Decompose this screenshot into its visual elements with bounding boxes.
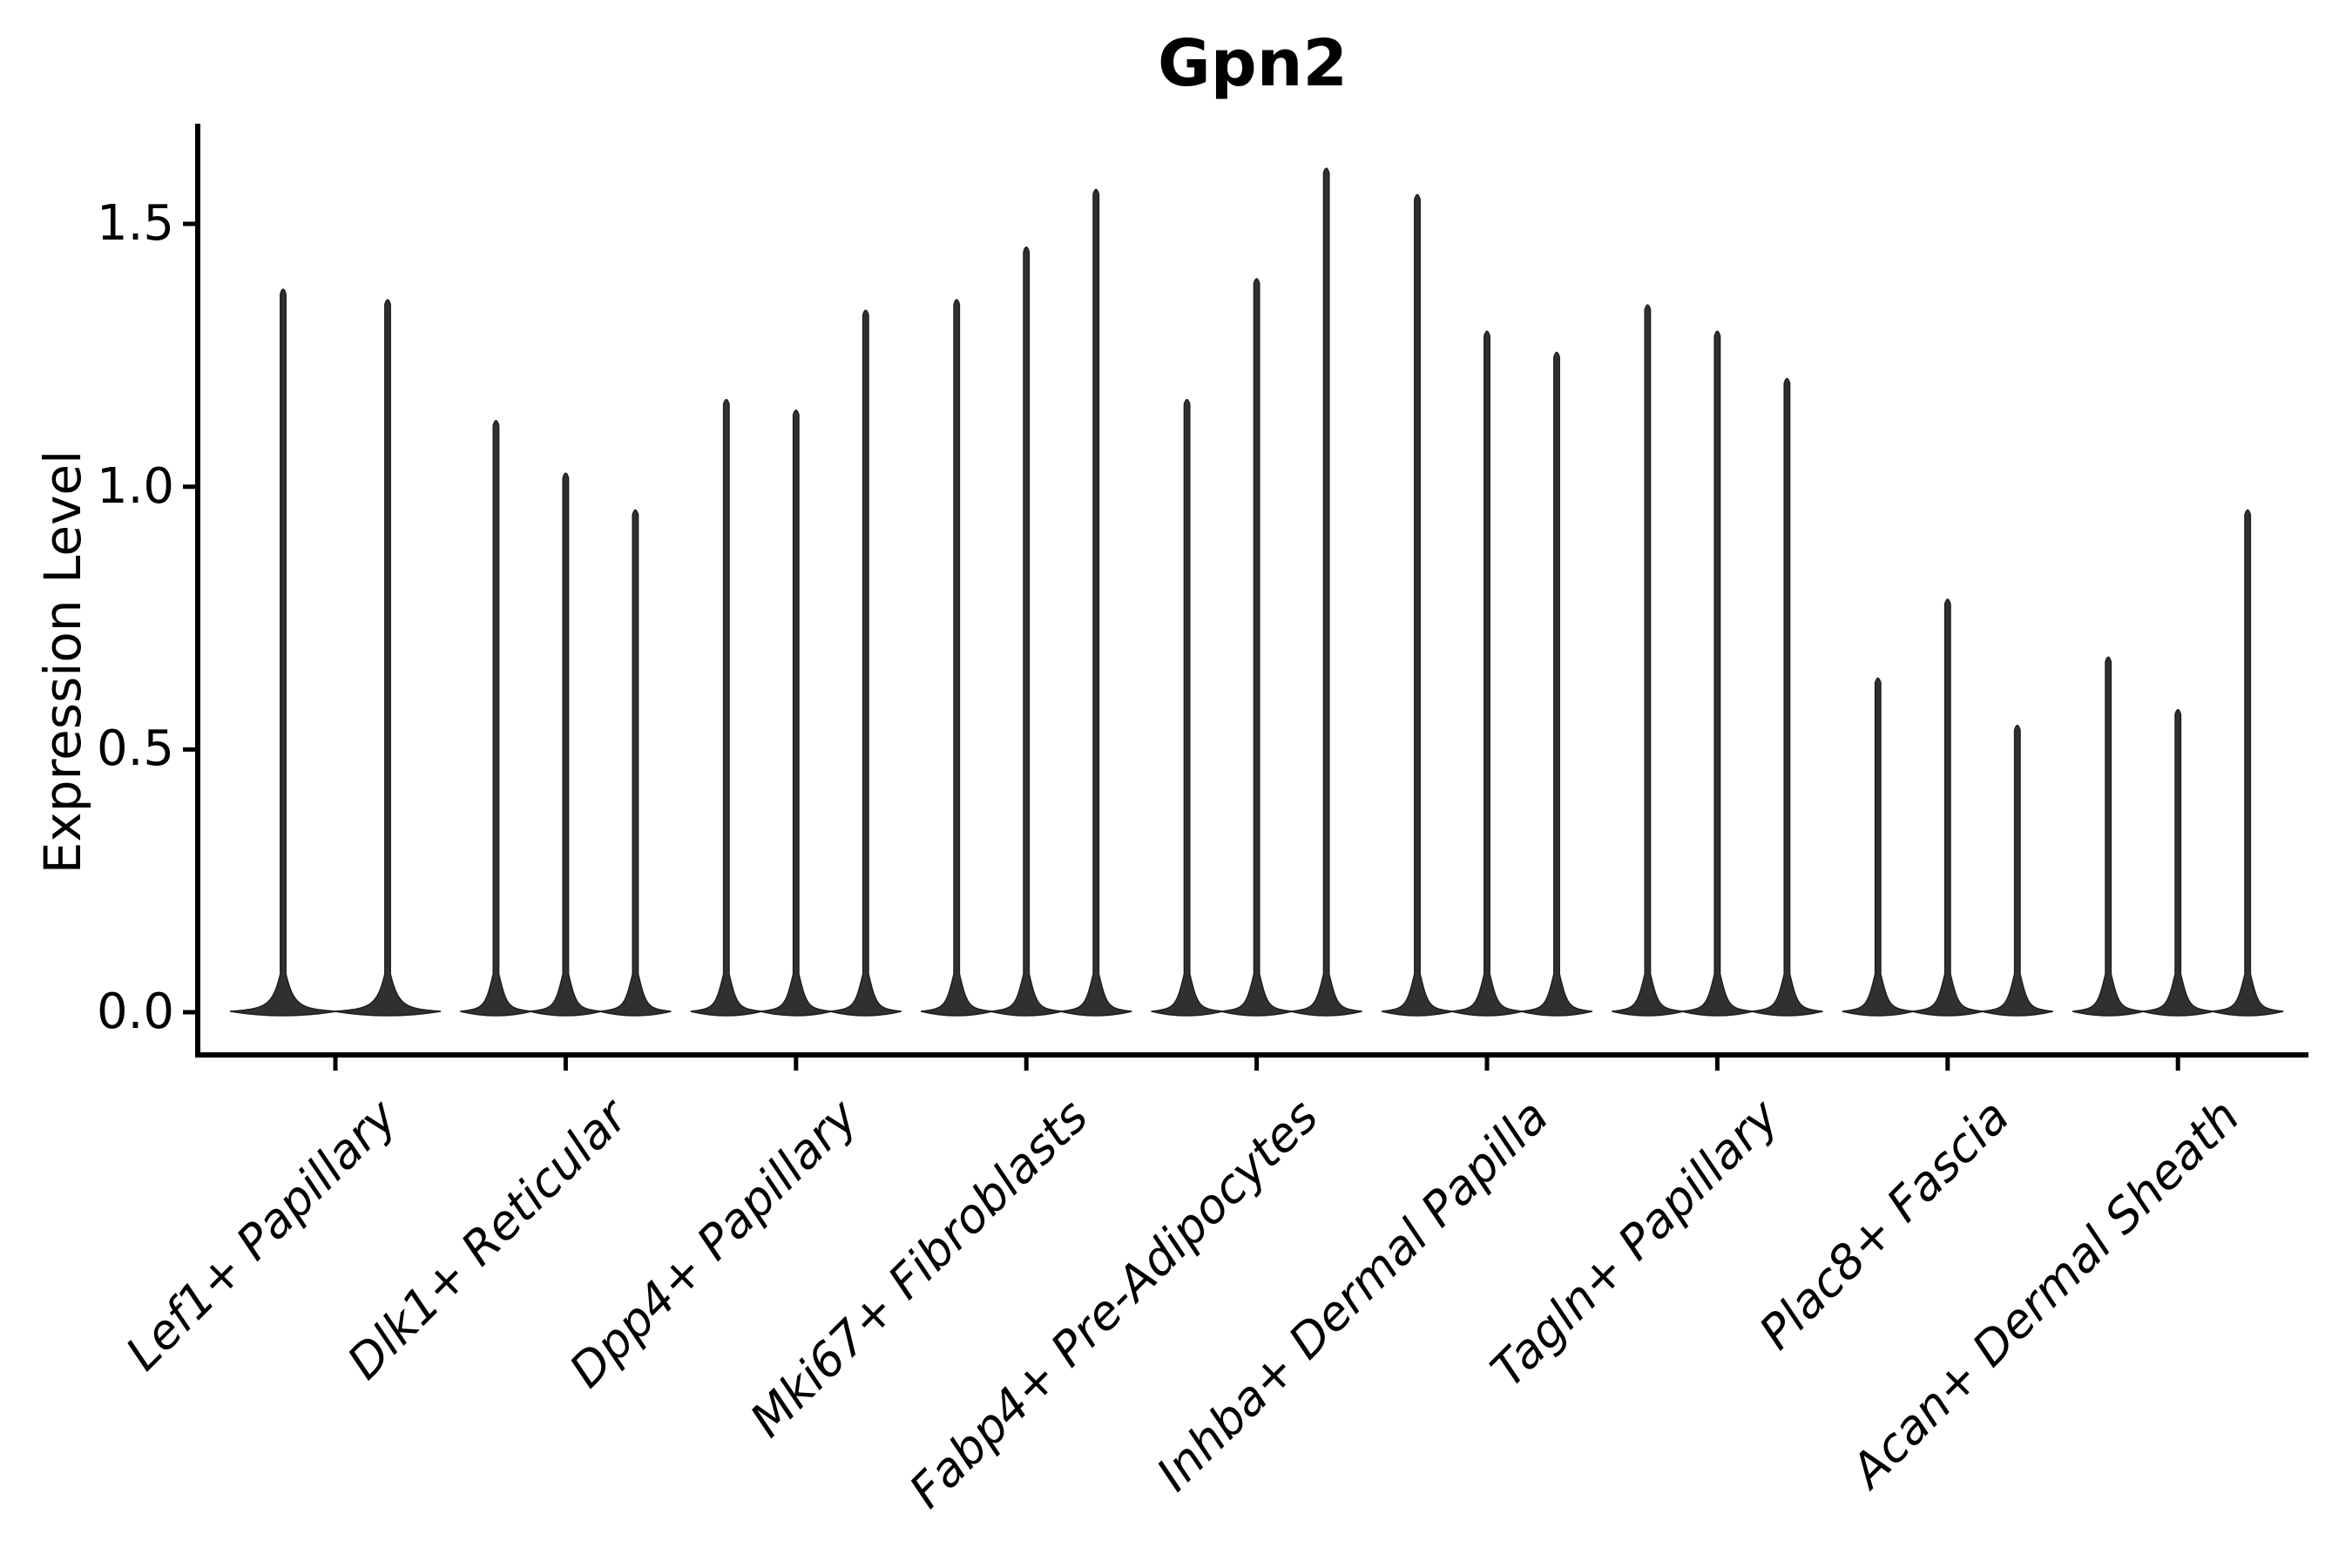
violin bbox=[1450, 330, 1524, 1017]
violin bbox=[1290, 167, 1362, 1017]
violin bbox=[990, 246, 1063, 1017]
violin bbox=[1220, 278, 1293, 1017]
violin bbox=[1151, 398, 1223, 1017]
violin bbox=[690, 398, 762, 1017]
y-tick-label: 1.0 bbox=[96, 457, 174, 515]
chart-title: Gpn2 bbox=[1158, 26, 1348, 101]
violin bbox=[1520, 351, 1593, 1017]
violin bbox=[829, 309, 902, 1017]
y-axis-label: Expression Level bbox=[33, 449, 92, 875]
violin bbox=[334, 299, 442, 1017]
violin bbox=[921, 299, 993, 1017]
violin bbox=[1060, 188, 1132, 1017]
violin bbox=[1911, 598, 1984, 1017]
violin bbox=[1981, 724, 2053, 1017]
y-tick-label: 1.5 bbox=[96, 195, 174, 253]
violin bbox=[1612, 304, 1684, 1017]
violin bbox=[1842, 677, 1914, 1017]
violin bbox=[2142, 708, 2214, 1017]
violin bbox=[2072, 656, 2145, 1017]
y-tick-label: 0.0 bbox=[96, 983, 174, 1040]
violin bbox=[1681, 330, 1754, 1017]
violin bbox=[1381, 193, 1454, 1017]
y-tick-label: 0.5 bbox=[96, 720, 174, 778]
violin bbox=[530, 472, 602, 1017]
violin bbox=[760, 409, 832, 1017]
violin bbox=[460, 420, 532, 1017]
violin bbox=[229, 288, 337, 1017]
violin bbox=[1751, 377, 1823, 1017]
violin bbox=[599, 509, 672, 1017]
violin bbox=[2212, 509, 2284, 1017]
